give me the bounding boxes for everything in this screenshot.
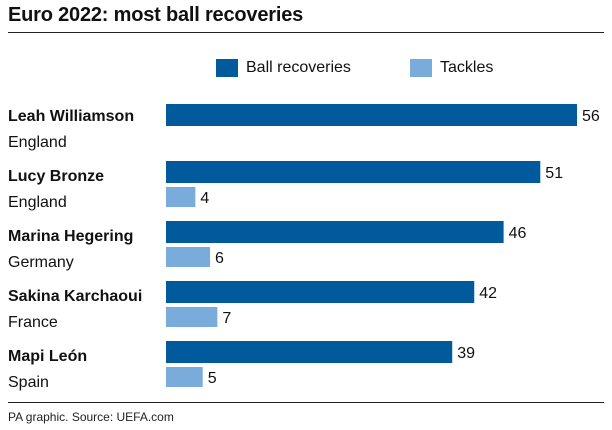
legend-swatch-recoveries [216,59,238,77]
recoveries-value-label: 46 [509,225,527,242]
tackles-value-label: 4 [200,190,209,207]
tackles-bar [166,187,196,207]
player-country-label: France [8,314,58,331]
legend-label-tackles: Tackles [440,59,494,76]
player-name-label: Marina Hegering [8,228,133,245]
player-name-label: Sakina Karchaoui [8,288,142,305]
player-country-label: England [8,194,67,211]
legend-label-recoveries: Ball recoveries [246,59,351,76]
tackles-bar [166,247,211,267]
recoveries-value-label: 51 [545,165,563,182]
player-country-label: England [8,134,67,151]
player-name-label: Mapi León [8,348,87,365]
chart-title: Euro 2022: most ball recoveries [8,4,304,26]
footer-divider [8,402,604,403]
recoveries-bar [166,221,504,243]
recoveries-bar [166,281,475,303]
legend-swatch-tackles [410,59,432,77]
source-note: PA graphic. Source: UEFA.com [8,410,174,424]
player-country-label: Spain [8,374,49,391]
tackles-value-label: 6 [215,250,224,267]
recoveries-value-label: 42 [479,285,497,302]
recoveries-value-label: 39 [457,345,475,362]
recoveries-bar [166,161,541,183]
legend: Ball recoveries Tackles [0,0,612,100]
player-name-label: Lucy Bronze [8,168,104,185]
player-country-label: Germany [8,254,74,271]
tackles-value-label: 5 [208,370,217,387]
title-divider [8,32,604,33]
recoveries-bar [166,341,453,363]
tackles-bar [166,307,218,327]
tackles-value-label: 7 [222,310,231,327]
recoveries-bar [166,104,577,126]
tackles-bar [166,367,203,387]
player-name-label: Leah Williamson [8,108,134,125]
recoveries-value-label: 56 [582,108,600,125]
